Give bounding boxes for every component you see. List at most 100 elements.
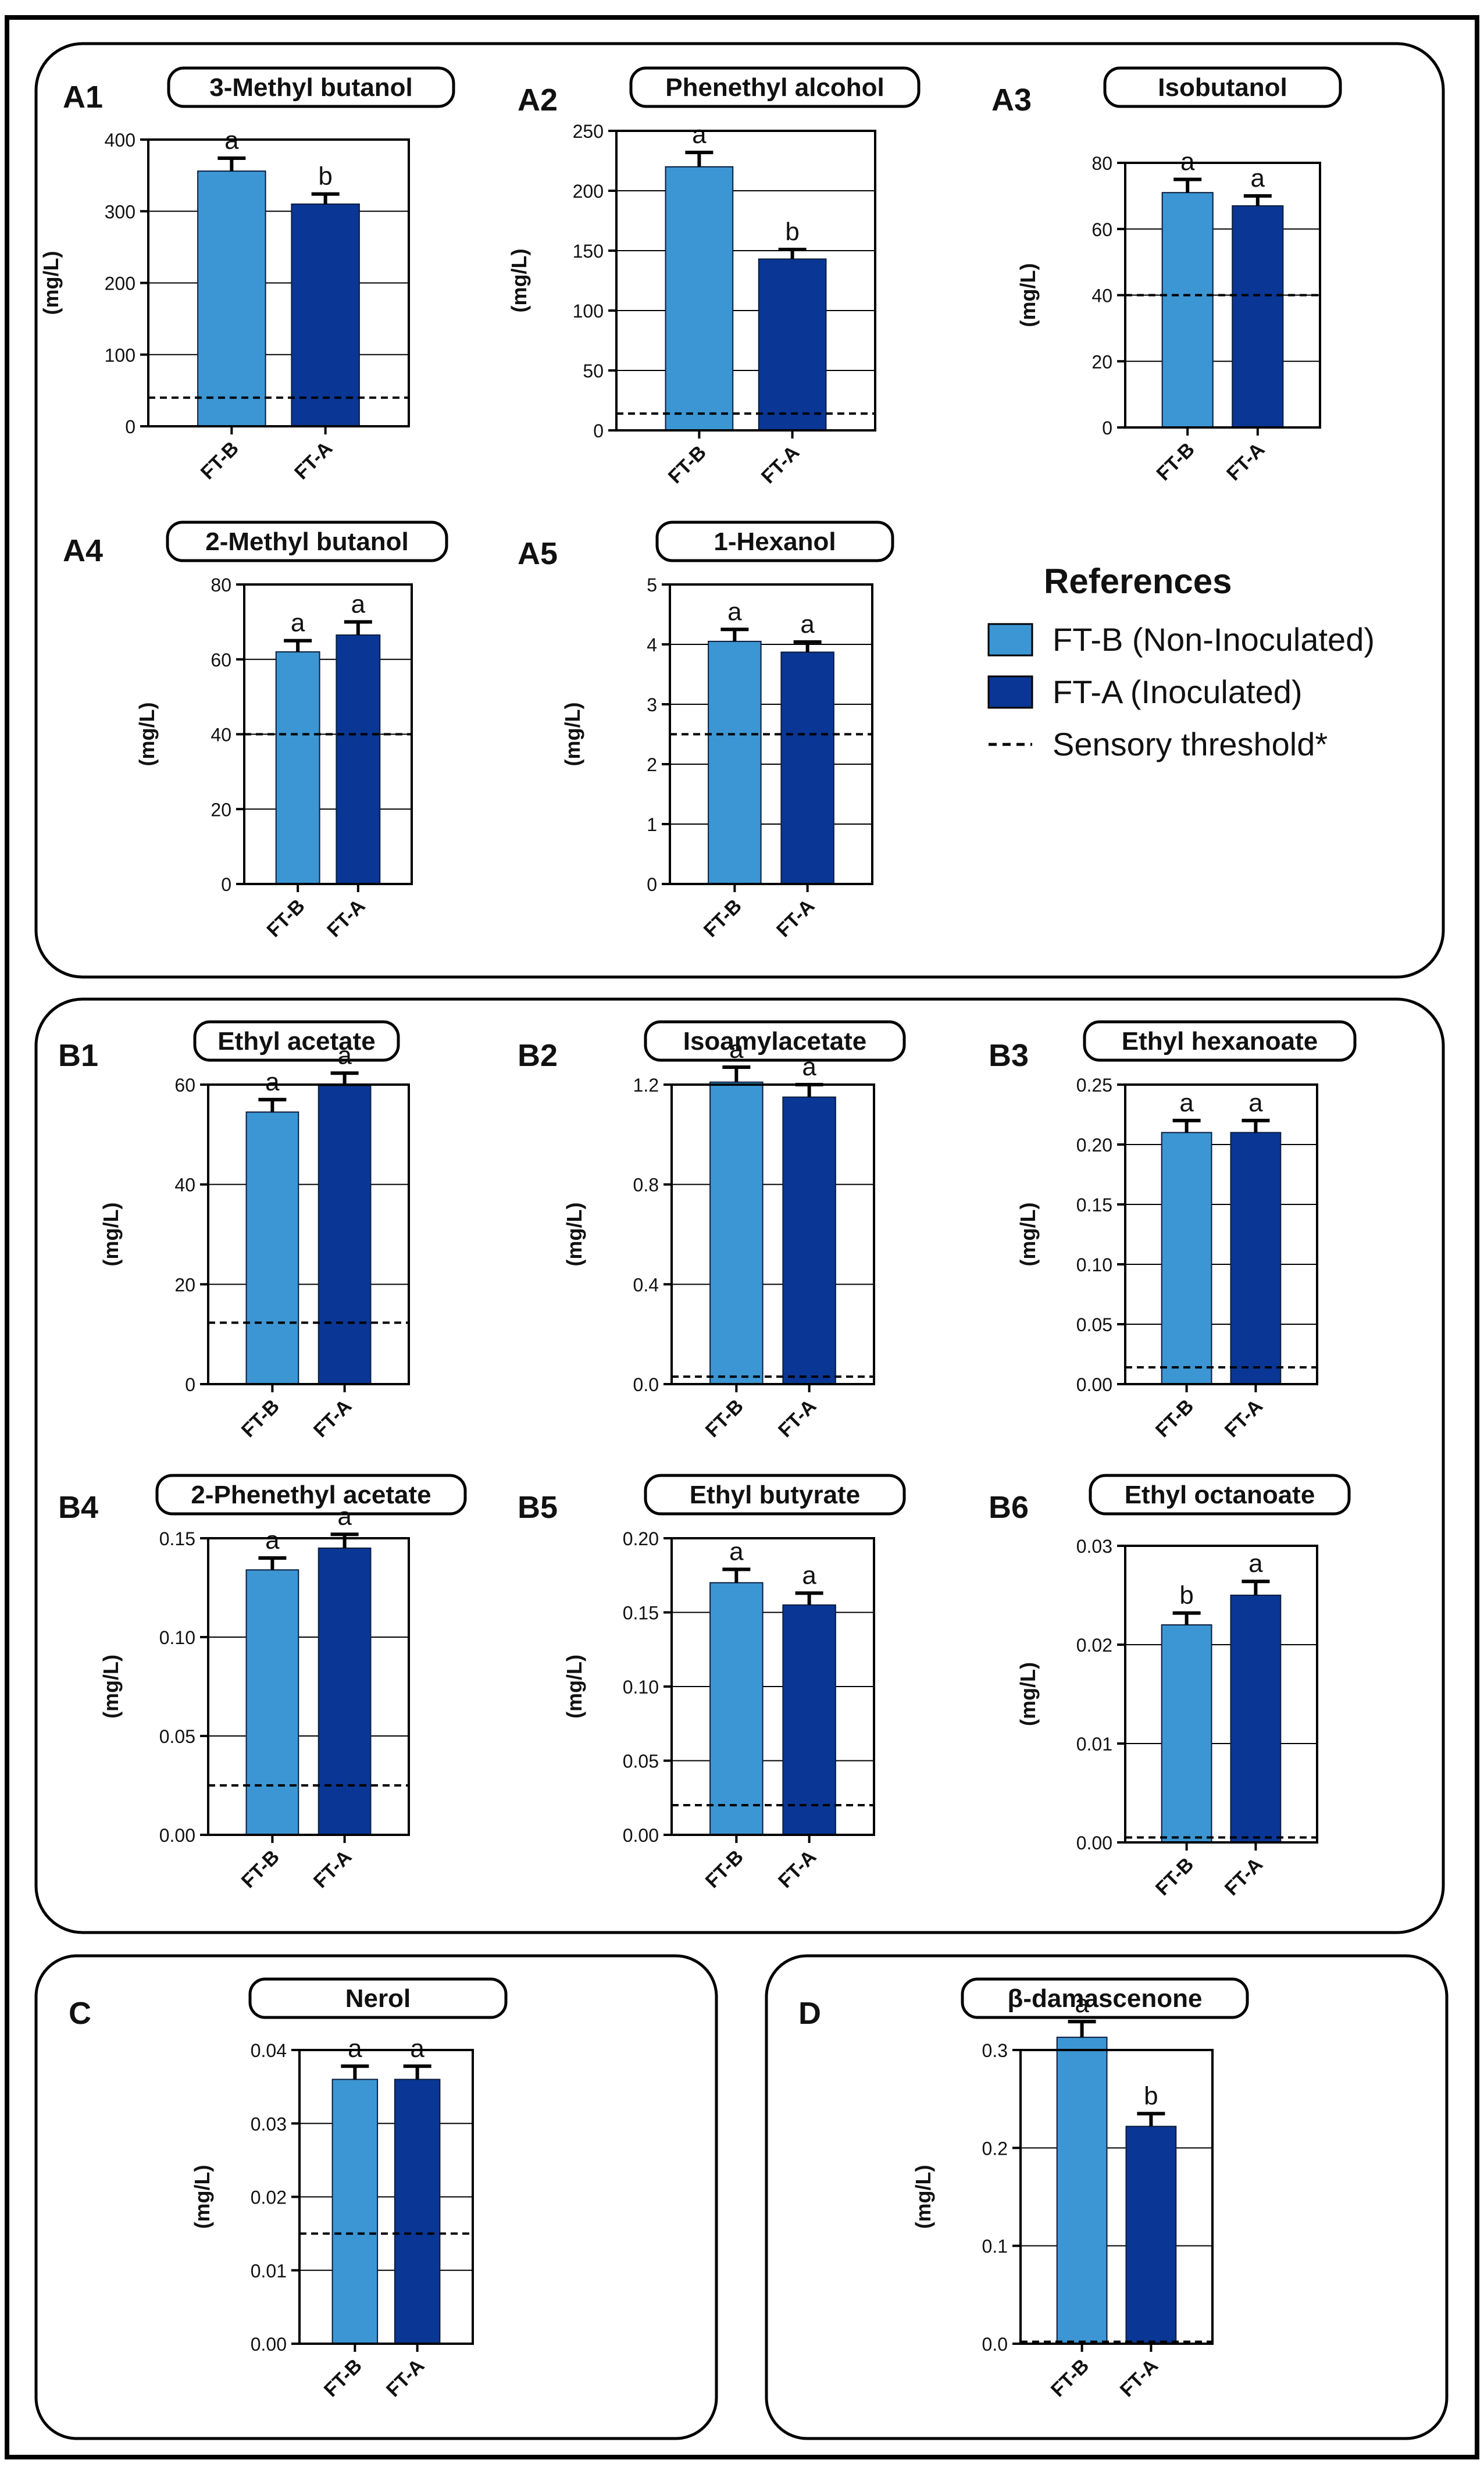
plot-frame — [669, 583, 873, 885]
x-tick-label: FT-A — [774, 1846, 821, 1892]
x-tick-label: FT-A — [309, 1395, 356, 1442]
bar-ft-a — [318, 1085, 372, 1385]
chart-title: Isoamylacetate — [683, 1027, 867, 1056]
y-axis-label: (mg/L) — [507, 249, 531, 313]
y-tick-label: 80 — [1091, 153, 1112, 174]
chart-panel-b6: B6 Ethyl octanoate 0.00 0.01 0.02 0.03 b FT-B a F… — [989, 1474, 1351, 1900]
chart-title: 2-Methyl butanol — [205, 527, 409, 556]
panel-label: C — [69, 1996, 91, 2031]
legend-item-label: FT-B (Non-Inoculated) — [1053, 621, 1375, 658]
significance-letter: a — [727, 597, 742, 626]
significance-letter: b — [785, 218, 799, 246]
x-tick-label: FT-A — [757, 441, 804, 488]
bar-ft-a — [782, 1096, 836, 1385]
x-tick-label: FT-A — [309, 1846, 356, 1892]
y-tick-label: 0.01 — [1076, 1734, 1112, 1755]
panel-label: B4 — [58, 1490, 98, 1525]
plot-frame — [670, 1083, 875, 1385]
y-axis-label: (mg/L) — [562, 1655, 586, 1719]
significance-letter: a — [1180, 147, 1195, 176]
chart-title: Nerol — [345, 1984, 411, 2013]
significance-letter: a — [729, 1035, 744, 1064]
y-tick-label: 0.0 — [633, 1374, 659, 1395]
bar-ft-b — [709, 1582, 764, 1835]
outer-frame — [5, 15, 1479, 2459]
bar-ft-b — [1161, 1132, 1212, 1385]
x-tick-label: FT-B — [664, 441, 711, 488]
x-tick-label: FT-A — [323, 895, 369, 942]
x-tick-label: FT-B — [237, 1846, 284, 1892]
bar-ft-a — [394, 2079, 441, 2344]
x-tick-label: FT-A — [772, 895, 819, 942]
plot-frame — [1124, 1545, 1318, 1844]
significance-letter: a — [337, 1502, 352, 1531]
bar-ft-b — [197, 170, 266, 427]
y-tick-label: 0.0 — [982, 2334, 1008, 2355]
y-tick-label: 0.2 — [982, 2138, 1008, 2159]
y-tick-label: 20 — [174, 1274, 195, 1295]
significance-letter: a — [351, 590, 366, 618]
significance-letter: a — [337, 1041, 352, 1069]
chart-title-box — [1089, 1474, 1351, 1516]
y-tick-label: 0.05 — [1076, 1314, 1112, 1335]
y-tick-label: 5 — [647, 575, 657, 596]
y-tick-label: 100 — [573, 301, 604, 322]
y-tick-label: 0.04 — [251, 2040, 287, 2061]
x-tick-label: FT-A — [1221, 1853, 1267, 1900]
y-tick-label: 0.00 — [623, 1825, 659, 1846]
x-tick-label: FT-B — [197, 437, 243, 484]
x-tick-label: FT-B — [701, 1395, 748, 1442]
chart-title: 1-Hexanol — [714, 527, 836, 556]
significance-letter: a — [410, 2034, 424, 2063]
legend-swatch — [987, 675, 1033, 709]
y-tick-label: 200 — [573, 181, 604, 202]
x-tick-label: FT-B — [320, 2355, 366, 2401]
bar-ft-a — [1230, 1595, 1282, 1843]
plot-frame — [1124, 162, 1321, 429]
chart-panel-c: C Nerol 0.00 0.01 0.02 0.03 0.04 a FT-B a FT-A (mg/… — [69, 1977, 508, 2401]
x-tick-label: FT-B — [1047, 2355, 1093, 2401]
y-tick-label: 0.00 — [1076, 1833, 1112, 1853]
y-axis-label: (mg/L) — [190, 2165, 214, 2229]
panel-label: B6 — [989, 1490, 1029, 1525]
bar-ft-b — [245, 1111, 299, 1385]
bar-ft-b — [709, 1081, 764, 1385]
plot-frame — [243, 583, 413, 885]
y-tick-label: 0.00 — [1076, 1374, 1112, 1395]
x-tick-label: FT-B — [1153, 439, 1199, 485]
x-tick-label: FT-B — [1151, 1395, 1198, 1442]
plot-frame — [147, 138, 410, 427]
y-axis-label: (mg/L) — [1016, 1662, 1040, 1726]
y-tick-label: 0.25 — [1076, 1075, 1112, 1096]
y-tick-label: 0 — [593, 420, 604, 441]
y-tick-label: 0 — [1102, 418, 1112, 439]
y-tick-label: 0.15 — [1076, 1195, 1112, 1215]
significance-letter: a — [802, 1561, 816, 1589]
y-tick-label: 4 — [647, 634, 657, 655]
chart-title-box — [629, 66, 921, 108]
y-tick-label: 40 — [211, 725, 231, 746]
y-tick-label: 0.8 — [633, 1175, 659, 1196]
x-tick-label: FT-B — [1151, 1853, 1198, 1900]
chart-title: Ethyl acetate — [217, 1027, 375, 1056]
y-tick-label: 300 — [105, 201, 135, 222]
panel-label: B2 — [518, 1038, 558, 1073]
bar-ft-b — [665, 166, 734, 431]
panel-label: B1 — [58, 1038, 98, 1073]
significance-letter: a — [348, 2034, 362, 2063]
significance-letter: a — [1179, 1089, 1194, 1117]
legend-title: References — [1044, 562, 1232, 601]
chart-title: 2-Phenethyl acetate — [191, 1481, 431, 1509]
y-tick-label: 0.00 — [251, 2334, 287, 2355]
bar-ft-b — [331, 2079, 379, 2344]
y-tick-label: 3 — [647, 694, 657, 715]
y-tick-label: 0.05 — [623, 1751, 659, 1772]
chart-title: Phenethyl alcohol — [665, 73, 884, 102]
panel-label: A4 — [63, 533, 103, 568]
y-tick-label: 0.05 — [159, 1726, 195, 1747]
significance-letter: a — [1248, 1089, 1263, 1117]
y-tick-label: 0.15 — [159, 1528, 195, 1549]
bar-ft-b — [1056, 2037, 1108, 2345]
